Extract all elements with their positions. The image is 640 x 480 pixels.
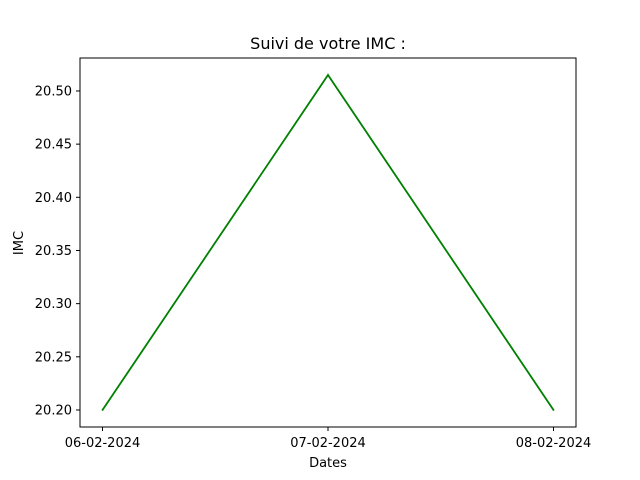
series-layer xyxy=(101,73,555,411)
y-tick-label: 20.30 xyxy=(35,297,72,312)
chart-title: Suivi de votre IMC : xyxy=(250,34,406,53)
data-point xyxy=(327,74,329,76)
data-point xyxy=(101,409,104,411)
y-tick-label: 20.25 xyxy=(35,350,72,365)
x-axis-label: Dates xyxy=(309,456,347,471)
data-point xyxy=(552,409,555,411)
y-tick-label: 20.35 xyxy=(35,244,72,259)
x-tick-label: 06-02-2024 xyxy=(65,436,141,451)
y-axis-label: IMC xyxy=(12,231,27,255)
y-axis-ticks: 20.20 20.25 20.30 20.35 20.40 20.45 20.50 xyxy=(35,84,80,418)
x-tick-label: 07-02-2024 xyxy=(290,436,366,451)
y-tick-label: 20.50 xyxy=(35,84,72,99)
x-tick-label: 08-02-2024 xyxy=(516,436,592,451)
y-tick-label: 20.45 xyxy=(35,138,72,153)
plot-frame xyxy=(79,57,577,428)
y-tick-label: 20.20 xyxy=(35,403,72,418)
y-tick-label: 20.40 xyxy=(35,191,72,206)
x-axis-ticks: 06-02-2024 07-02-2024 08-02-2024 xyxy=(65,427,592,451)
